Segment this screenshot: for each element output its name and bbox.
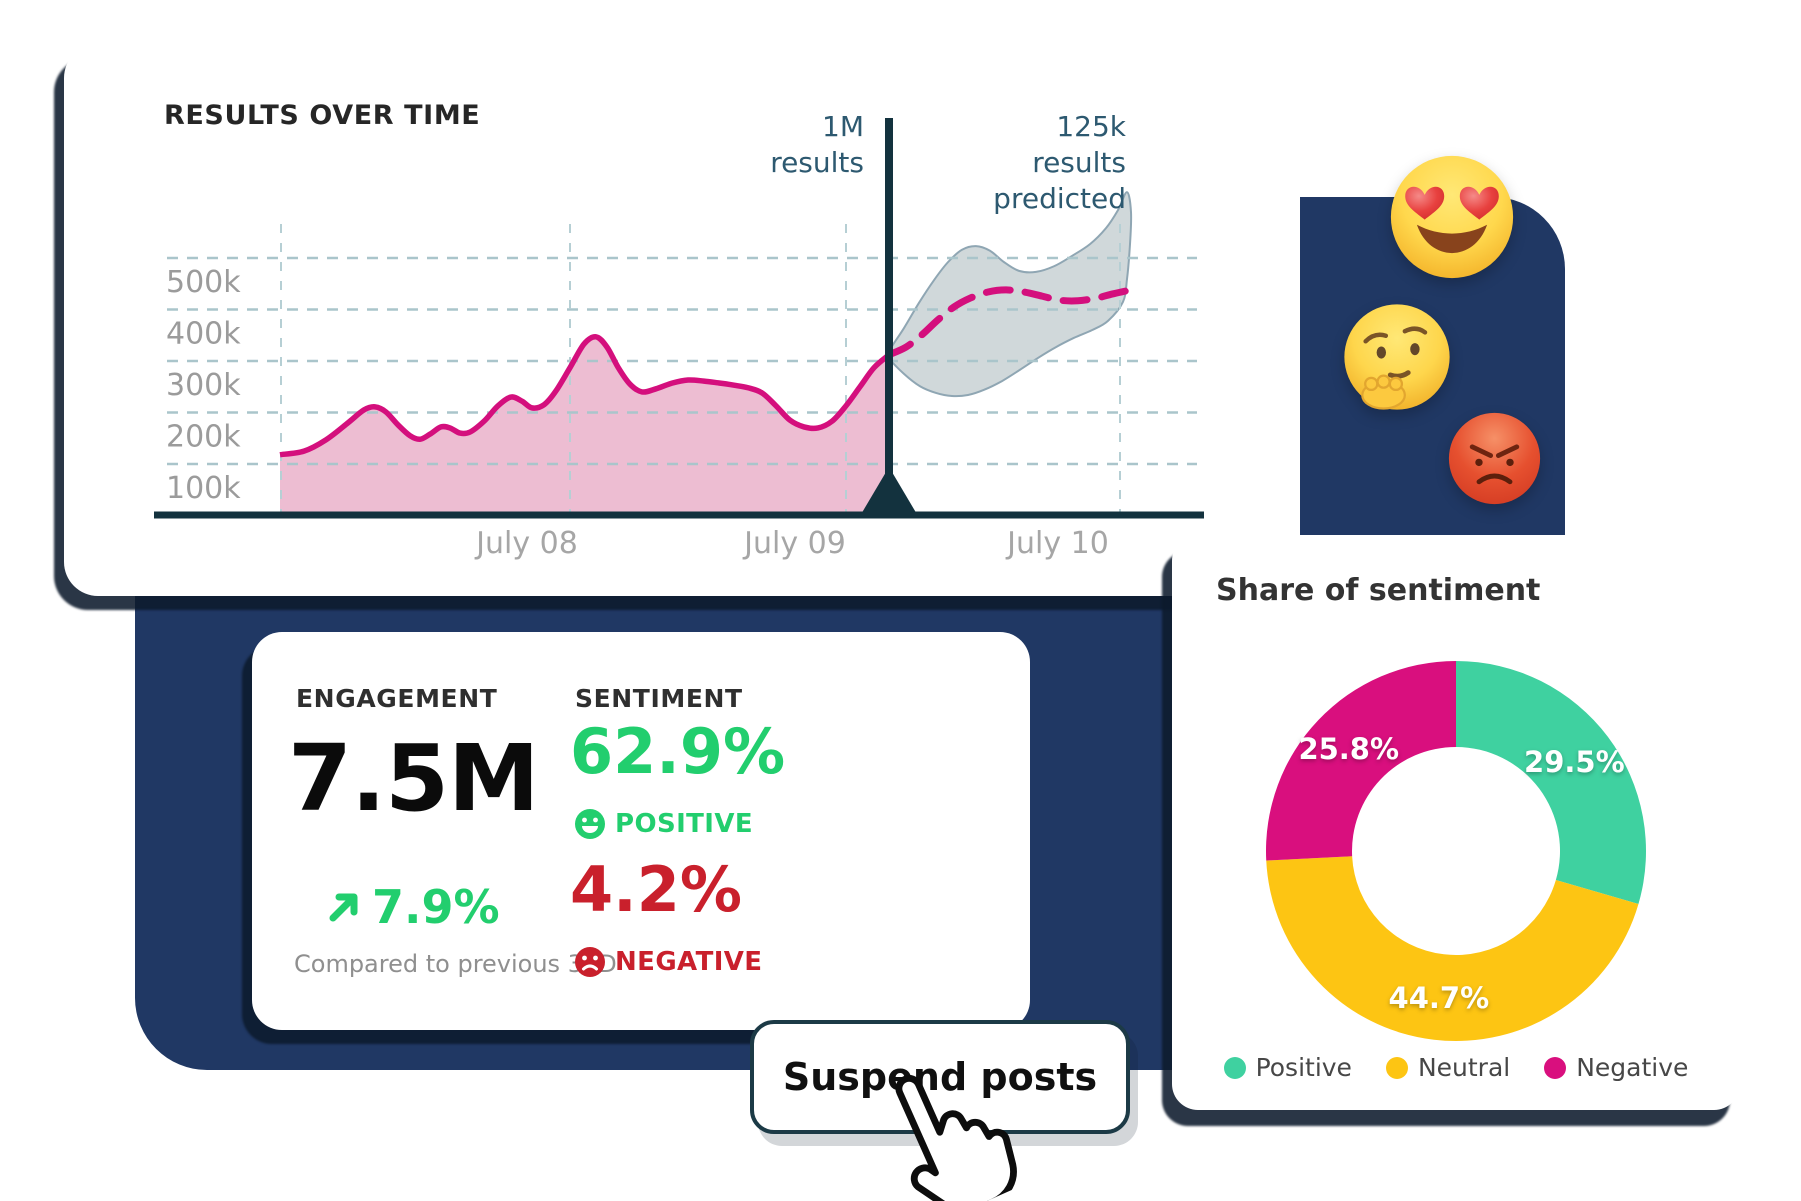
sentiment-negative-row: NEGATIVE bbox=[574, 946, 762, 978]
trend-up-arrow-icon bbox=[329, 893, 358, 922]
sentiment-negative-value: 4.2% bbox=[570, 853, 742, 926]
engagement-heading: ENGAGEMENT bbox=[296, 684, 498, 713]
y-tick-label: 200k bbox=[166, 420, 241, 455]
metrics-card: ENGAGEMENT 7.5M 7.9% Compared to previou… bbox=[252, 632, 1030, 1030]
negative-dot-icon bbox=[1544, 1056, 1567, 1079]
engagement-delta-value: 7.9% bbox=[372, 880, 500, 934]
engagement-delta: 7.9% bbox=[326, 880, 500, 934]
sentiment-positive-label: POSITIVE bbox=[615, 809, 754, 839]
donut-slice-label: 25.8% bbox=[1298, 732, 1399, 766]
smile-face-icon bbox=[575, 809, 605, 839]
now-annotation: 1M results bbox=[770, 110, 864, 179]
x-tick-label: July 10 bbox=[1005, 526, 1109, 561]
sentiment-positive-value: 62.9% bbox=[570, 715, 786, 788]
donut-slice-label: 29.5% bbox=[1524, 745, 1625, 779]
legend-positive-label: Positive bbox=[1255, 1053, 1352, 1082]
legend-item-neutral: Neutral bbox=[1385, 1053, 1511, 1082]
neutral-dot-icon bbox=[1385, 1056, 1408, 1079]
donut-slice-neutral bbox=[1266, 856, 1639, 1041]
legend-negative-label: Negative bbox=[1576, 1053, 1689, 1082]
sentiment-positive-row: POSITIVE bbox=[574, 808, 753, 840]
x-tick-label: July 08 bbox=[474, 526, 578, 561]
thinking-emoji bbox=[1344, 304, 1450, 410]
sentiment-negative-label: NEGATIVE bbox=[615, 947, 763, 977]
share-of-sentiment-title: Share of sentiment bbox=[1216, 573, 1541, 608]
y-tick-label: 400k bbox=[166, 317, 241, 352]
positive-dot-icon bbox=[1223, 1056, 1246, 1079]
engagement-caption: Compared to previous 30D bbox=[294, 950, 617, 978]
donut-slice-positive bbox=[1456, 661, 1646, 905]
heart-eyes-emoji bbox=[1390, 155, 1514, 279]
hand-cursor-icon bbox=[895, 1074, 1017, 1201]
y-tick-label: 300k bbox=[166, 368, 241, 403]
results-card-title: RESULTS OVER TIME bbox=[164, 100, 481, 131]
legend-neutral-label: Neutral bbox=[1417, 1053, 1511, 1082]
y-tick-label: 500k bbox=[166, 265, 241, 300]
x-tick-label: July 09 bbox=[742, 526, 846, 561]
results-over-time-chart: 500k 400k 300k 200k 100k July 08 July 09 July 1… bbox=[154, 110, 1204, 561]
share-of-sentiment-card: Share of sentiment 29.5% 44.7% 25.8% Posit… bbox=[1172, 535, 1740, 1110]
frown-face-icon bbox=[575, 947, 605, 977]
donut-slice-label: 44.7% bbox=[1389, 981, 1490, 1015]
legend-item-negative: Negative bbox=[1544, 1053, 1688, 1082]
angry-emoji bbox=[1448, 412, 1541, 505]
engagement-value: 7.5M bbox=[288, 725, 540, 832]
results-over-time-card: RESULTS OVER TIME 500k 400k 300k 200k 100k Ju… bbox=[64, 44, 1300, 596]
sentiment-donut-chart: 29.5% 44.7% 25.8% bbox=[1266, 661, 1646, 1041]
y-tick-label: 100k bbox=[166, 471, 241, 506]
sentiment-heading: SENTIMENT bbox=[575, 684, 743, 713]
legend-item-positive: Positive bbox=[1223, 1053, 1352, 1082]
predicted-annotation: 125k results predicted bbox=[993, 110, 1127, 215]
suspend-posts-button[interactable]: Suspend posts bbox=[750, 1020, 1130, 1134]
donut-legend: Positive Neutral Negative bbox=[1172, 1053, 1740, 1082]
donut-slice-negative bbox=[1266, 661, 1456, 861]
